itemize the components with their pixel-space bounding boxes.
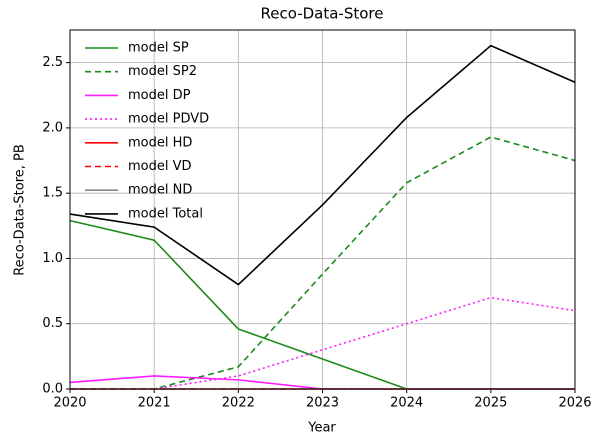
x-tick-label: 2024 — [390, 396, 423, 411]
x-tick-label: 2026 — [558, 396, 591, 411]
x-tick-label: 2020 — [53, 396, 86, 411]
legend-label: model PDVD — [128, 112, 209, 127]
legend-label: model Total — [128, 206, 203, 221]
y-axis-label: Reco-Data-Store, PB — [13, 144, 28, 276]
y-tick-label: 2.0 — [42, 120, 63, 135]
y-tick-label: 1.0 — [42, 251, 63, 266]
legend-label: model ND — [128, 183, 192, 198]
y-tick-label: 0.0 — [42, 382, 63, 397]
x-tick-label: 2022 — [222, 396, 255, 411]
x-tick-label: 2021 — [138, 396, 171, 411]
legend-label: model HD — [128, 135, 192, 150]
legend-label: model SP2 — [128, 64, 197, 79]
chart-title: Reco-Data-Store — [261, 5, 384, 23]
x-tick-label: 2025 — [474, 396, 507, 411]
legend-label: model DP — [128, 88, 191, 103]
y-tick-label: 0.5 — [42, 316, 63, 331]
x-tick-label: 2023 — [306, 396, 339, 411]
plot-frame — [69, 29, 576, 390]
series-line — [69, 44, 576, 286]
y-tick-label: 2.5 — [42, 55, 63, 70]
legend-label: model SP — [128, 41, 189, 56]
legend-label: model VD — [128, 159, 192, 174]
y-tick-label: 1.5 — [42, 186, 63, 201]
x-axis-label: Year — [307, 421, 336, 436]
